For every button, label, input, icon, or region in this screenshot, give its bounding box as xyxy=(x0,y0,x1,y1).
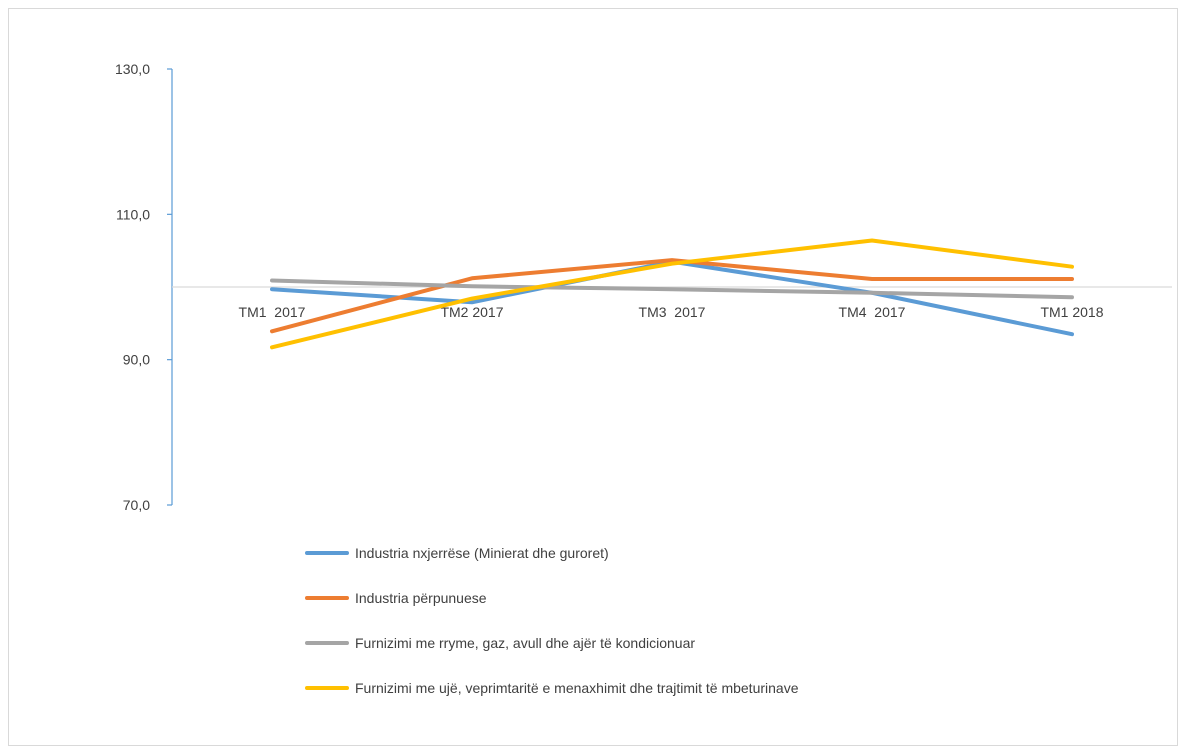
y-tick-label: 110,0 xyxy=(116,206,150,222)
y-tick-label: 90,0 xyxy=(123,352,150,368)
legend-label: Furnizimi me rryme, gaz, avull dhe ajër … xyxy=(355,634,696,651)
legend: Industria nxjerrëse (Minierat dhe gurore… xyxy=(305,530,799,710)
x-tick-label: TM2 2017 xyxy=(440,304,503,320)
legend-label: Furnizimi me ujë, veprimtaritë e menaxhi… xyxy=(355,679,799,696)
series-line-3 xyxy=(270,278,1074,300)
legend-swatch xyxy=(305,595,349,600)
series-lines xyxy=(270,238,1074,350)
x-axis-labels: TM1 2017 TM2 2017 TM3 2017 TM4 2017 TM1 2018 xyxy=(239,304,1104,320)
x-tick-label: TM1 2017 xyxy=(239,304,306,320)
y-tick-label: 70,0 xyxy=(123,497,150,513)
series-line-4 xyxy=(270,238,1074,350)
legend-label: Industria nxjerrëse (Minierat dhe gurore… xyxy=(355,544,609,561)
series-line-2 xyxy=(270,258,1074,334)
legend-swatch xyxy=(305,640,349,645)
legend-item-3: Furnizimi me rryme, gaz, avull dhe ajër … xyxy=(305,620,799,665)
x-tick-label: TM3 2017 xyxy=(639,304,706,320)
legend-label: Industria përpunuese xyxy=(355,589,487,606)
x-tick-label: TM4 2017 xyxy=(839,304,906,320)
y-tick-label: 130,0 xyxy=(115,61,150,77)
legend-item-4: Furnizimi me ujë, veprimtaritë e menaxhi… xyxy=(305,665,799,710)
chart-frame xyxy=(8,8,1178,746)
legend-item-1: Industria nxjerrëse (Minierat dhe gurore… xyxy=(305,530,799,575)
y-axis-ticks: 130,0 110,0 90,0 70,0 xyxy=(115,61,172,513)
legend-item-2: Industria përpunuese xyxy=(305,575,799,620)
legend-swatch xyxy=(305,685,349,690)
legend-swatch xyxy=(305,550,349,555)
x-tick-label: TM1 2018 xyxy=(1040,304,1103,320)
